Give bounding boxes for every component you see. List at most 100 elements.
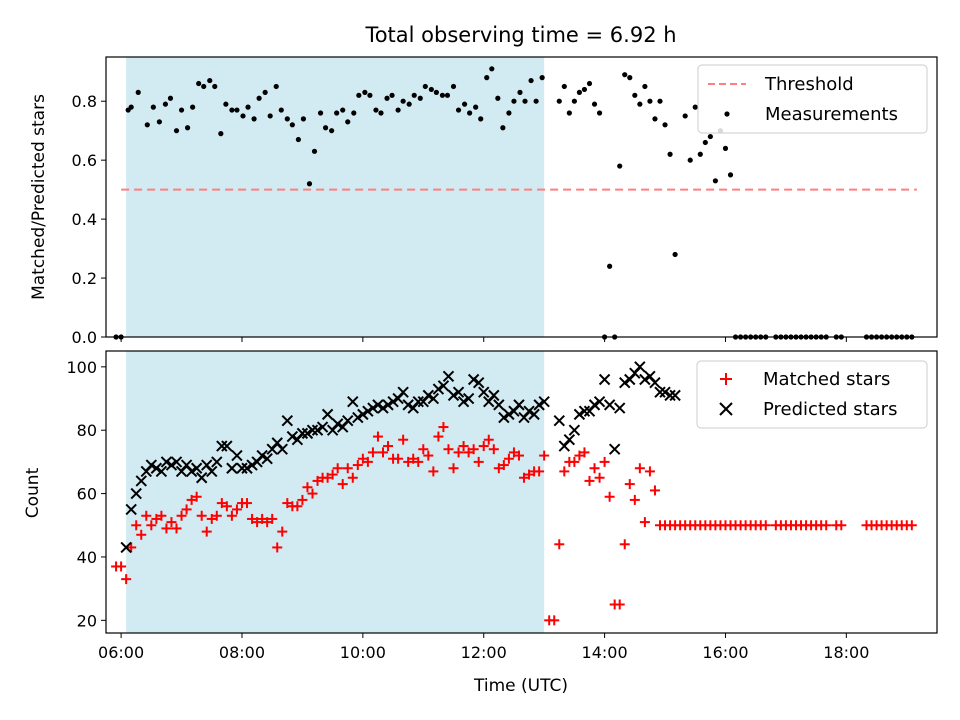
predicted-star-stroke-b xyxy=(261,453,273,465)
predicted-star-stroke-b xyxy=(165,459,178,471)
predicted-star-point xyxy=(503,408,515,421)
measurement-point xyxy=(201,83,207,90)
predicted-star-stroke-b xyxy=(634,361,646,373)
matched-star-point xyxy=(534,466,545,477)
predicted-star-point xyxy=(347,395,359,408)
matched-star-point xyxy=(629,494,640,505)
predicted-star-point xyxy=(377,402,389,414)
predicted-star-stroke-b xyxy=(226,462,238,474)
top-plot-marks xyxy=(113,66,917,340)
predicted-star-point xyxy=(593,395,606,408)
matched-star-point xyxy=(282,498,293,509)
predicted-star-point xyxy=(331,418,344,430)
measurement-point xyxy=(240,113,246,119)
matched-star-point xyxy=(131,520,142,531)
predicted-star-point xyxy=(488,389,500,402)
measurement-point xyxy=(489,66,495,72)
measurement-point xyxy=(167,95,174,101)
predicted-star-point xyxy=(578,405,591,417)
matched-star-point xyxy=(513,450,524,461)
matched-star-point xyxy=(383,441,394,452)
predicted-star-point xyxy=(241,462,253,474)
predicted-star-stroke-b xyxy=(301,427,314,440)
measurement-point xyxy=(556,98,562,104)
measurement-point xyxy=(637,101,643,107)
predicted-star-stroke-b xyxy=(276,443,288,455)
predicted-star-stroke-b xyxy=(472,376,485,389)
bottom-panel: 20 40 60 80 100 06:00 08:00 10:00 12:00 14:00 16:… xyxy=(23,350,938,696)
measurement-point xyxy=(178,107,185,113)
predicted-star-stroke-b xyxy=(513,399,525,411)
measurement-point xyxy=(422,83,428,90)
predicted-star-point xyxy=(402,399,414,411)
measurement-point xyxy=(173,128,180,134)
bottom-x-axis: 06:00 08:00 10:00 12:00 14:00 16:00 18:00 xyxy=(98,633,869,662)
measurement-point xyxy=(406,101,412,107)
matched-star-point xyxy=(463,447,474,458)
matched-star-point xyxy=(594,472,605,483)
matched-star-point xyxy=(569,456,580,467)
measurement-point xyxy=(234,107,240,113)
measurement-point xyxy=(667,151,673,157)
predicted-star-stroke-b xyxy=(639,373,651,386)
matched-star-point xyxy=(327,469,338,480)
measurement-point xyxy=(517,89,523,95)
matched-star-point xyxy=(559,466,570,477)
measurement-point xyxy=(566,110,572,116)
y-tick-label: 0.0 xyxy=(72,328,97,347)
matched-star-point xyxy=(836,520,847,531)
matched-star-point xyxy=(121,574,132,585)
predicted-star-point xyxy=(261,453,273,465)
measurement-point xyxy=(461,101,468,107)
predicted-star-stroke-b xyxy=(155,465,168,478)
predicted-star-stroke-b xyxy=(145,459,158,471)
predicted-star-point xyxy=(462,392,475,405)
predicted-star-point xyxy=(649,376,661,389)
measurement-point xyxy=(367,92,373,98)
matched-star-point xyxy=(604,491,615,502)
measurement-point xyxy=(478,116,484,122)
predicted-star-stroke-b xyxy=(120,541,132,554)
measurement-point xyxy=(135,89,141,95)
predicted-star-stroke-b xyxy=(598,373,611,386)
measurement-point xyxy=(400,98,406,104)
predicted-star-stroke-b xyxy=(362,405,374,417)
predicted-star-point xyxy=(498,411,510,424)
measurement-point xyxy=(484,75,490,81)
measurement-point xyxy=(229,107,235,113)
matched-star-point xyxy=(226,510,237,521)
matched-star-point xyxy=(357,453,368,464)
matched-star-point xyxy=(393,453,404,464)
predicted-star-point xyxy=(301,427,314,440)
measurement-point xyxy=(128,104,134,110)
predicted-star-point xyxy=(538,395,550,408)
predicted-star-point xyxy=(165,459,178,471)
measurement-point xyxy=(500,125,506,131)
matched-star-point xyxy=(216,498,227,509)
observing-window-shade xyxy=(126,57,545,337)
predicted-star-stroke-b xyxy=(533,399,545,411)
predicted-star-stroke-b xyxy=(493,399,505,411)
measurement-point xyxy=(581,86,588,93)
matched-star-point xyxy=(312,475,323,486)
predicted-star-point xyxy=(211,456,223,468)
y-axis-label-top: Matched/Predicted stars xyxy=(29,94,49,300)
predicted-star-stroke-b xyxy=(528,408,540,421)
x-tick-label: 18:00 xyxy=(823,643,869,662)
predicted-star-stroke-b xyxy=(321,408,334,421)
matched-star-point xyxy=(458,441,469,452)
predicted-star-point xyxy=(452,386,465,398)
matched-star-point xyxy=(453,447,464,458)
matched-star-point xyxy=(821,520,832,531)
predicted-star-stroke-b xyxy=(367,402,379,414)
matched-star-point xyxy=(644,466,655,477)
measurement-point xyxy=(207,77,213,84)
matched-star-point xyxy=(136,529,147,540)
predicted-star-stroke-b xyxy=(236,462,248,474)
predicted-star-point xyxy=(614,402,626,414)
predicted-star-stroke-b xyxy=(457,395,470,408)
matched-star-point xyxy=(539,450,550,461)
matched-star-point xyxy=(418,444,429,455)
x-tick-label: 08:00 xyxy=(219,643,265,662)
